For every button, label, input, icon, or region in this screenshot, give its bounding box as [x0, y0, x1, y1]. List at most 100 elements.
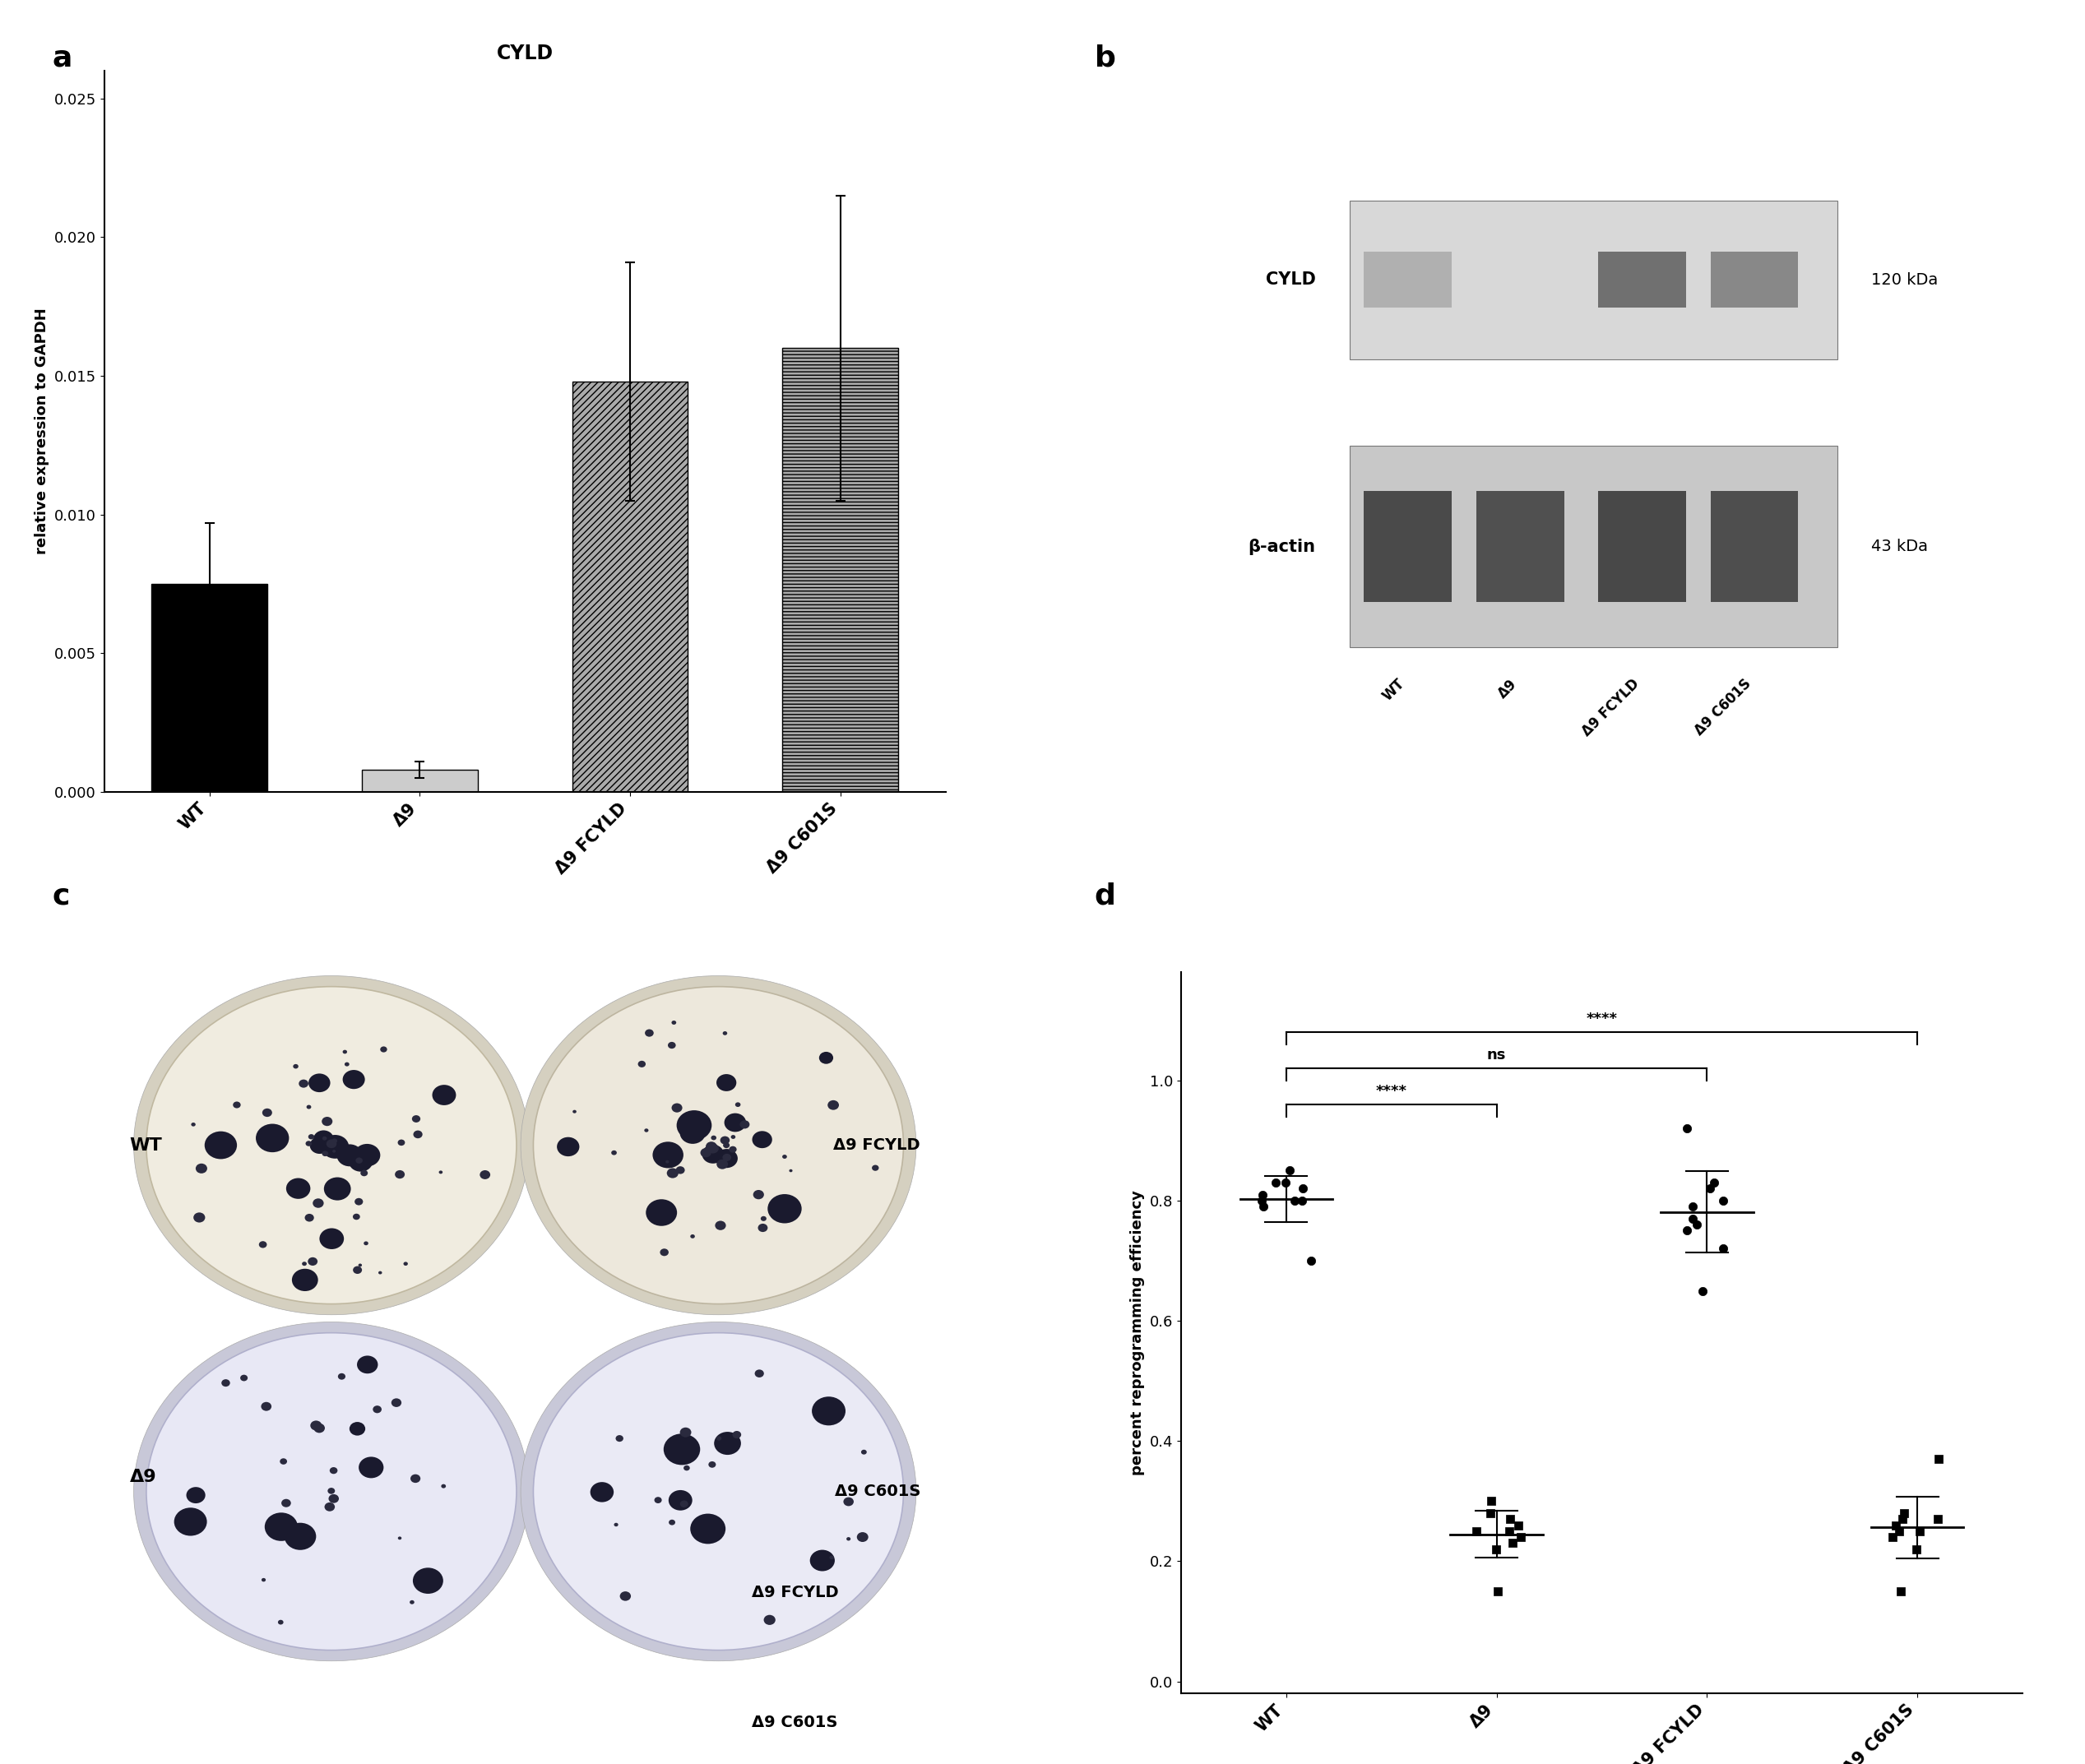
- Circle shape: [361, 1170, 367, 1177]
- Circle shape: [306, 1141, 313, 1147]
- Text: b: b: [1095, 44, 1115, 72]
- Circle shape: [363, 1242, 369, 1245]
- Point: [1876, 1522, 1910, 1551]
- Point: [1474, 1499, 1507, 1528]
- Circle shape: [819, 1051, 834, 1064]
- Circle shape: [646, 1200, 678, 1226]
- Circle shape: [755, 1369, 763, 1378]
- Point: [1284, 1187, 1318, 1215]
- Circle shape: [313, 1131, 334, 1148]
- Circle shape: [323, 1136, 327, 1140]
- Circle shape: [284, 1522, 317, 1551]
- Point: [1879, 1512, 1912, 1540]
- Point: [1286, 1175, 1320, 1203]
- Circle shape: [761, 1215, 767, 1221]
- Circle shape: [313, 1424, 325, 1432]
- Circle shape: [309, 1134, 315, 1140]
- Text: β-actin: β-actin: [1249, 538, 1316, 556]
- Text: Δ9 FCYLD: Δ9 FCYLD: [1578, 676, 1643, 739]
- Point: [1676, 1205, 1710, 1233]
- Circle shape: [292, 1268, 319, 1291]
- Point: [1670, 1115, 1703, 1143]
- Circle shape: [302, 1261, 306, 1267]
- Circle shape: [186, 1487, 204, 1503]
- Circle shape: [133, 1321, 530, 1662]
- Circle shape: [352, 1214, 361, 1221]
- Text: Δ9 C601S: Δ9 C601S: [1693, 676, 1753, 739]
- Circle shape: [717, 1159, 728, 1170]
- Circle shape: [379, 1046, 388, 1053]
- Text: Δ9 C601S: Δ9 C601S: [834, 1484, 919, 1499]
- Bar: [1710, 252, 1799, 307]
- Circle shape: [680, 1427, 692, 1438]
- Circle shape: [717, 1074, 736, 1092]
- Point: [1259, 1168, 1293, 1196]
- Circle shape: [872, 1164, 878, 1171]
- Circle shape: [392, 1399, 402, 1408]
- Circle shape: [338, 1372, 346, 1379]
- Circle shape: [861, 1450, 867, 1455]
- Text: Δ9 FCYLD: Δ9 FCYLD: [753, 1584, 838, 1600]
- Point: [1687, 1277, 1720, 1305]
- Circle shape: [261, 1402, 271, 1411]
- Circle shape: [325, 1503, 336, 1512]
- Circle shape: [192, 1122, 196, 1127]
- Circle shape: [344, 1062, 350, 1065]
- Circle shape: [723, 1113, 746, 1132]
- Point: [1887, 1505, 1920, 1533]
- Bar: [1599, 252, 1687, 307]
- Circle shape: [234, 1101, 240, 1108]
- Circle shape: [663, 1434, 701, 1464]
- Circle shape: [753, 1131, 771, 1148]
- Point: [1676, 1192, 1710, 1221]
- Circle shape: [442, 1484, 446, 1489]
- Circle shape: [327, 1140, 336, 1148]
- Point: [1245, 1187, 1278, 1215]
- Circle shape: [342, 1050, 346, 1053]
- Circle shape: [321, 1134, 348, 1159]
- Circle shape: [398, 1536, 402, 1540]
- Circle shape: [338, 1145, 363, 1166]
- Circle shape: [173, 1508, 206, 1536]
- Circle shape: [196, 1164, 206, 1173]
- Circle shape: [709, 1461, 715, 1468]
- Circle shape: [717, 1436, 721, 1441]
- Point: [1495, 1529, 1528, 1558]
- Circle shape: [811, 1397, 847, 1425]
- Circle shape: [354, 1198, 363, 1205]
- Point: [1474, 1487, 1507, 1515]
- Point: [1904, 1517, 1937, 1545]
- Text: ns: ns: [1487, 1048, 1505, 1062]
- Circle shape: [573, 1110, 575, 1113]
- Point: [1278, 1187, 1311, 1215]
- Circle shape: [557, 1138, 580, 1157]
- Circle shape: [703, 1145, 723, 1164]
- Circle shape: [715, 1221, 726, 1230]
- Circle shape: [313, 1198, 323, 1208]
- Circle shape: [359, 1457, 384, 1478]
- Circle shape: [615, 1436, 623, 1441]
- Point: [1493, 1505, 1526, 1533]
- Circle shape: [323, 1177, 350, 1200]
- Point: [1295, 1247, 1328, 1275]
- Point: [1708, 1235, 1741, 1263]
- Circle shape: [309, 1074, 329, 1092]
- Circle shape: [286, 1178, 311, 1200]
- Circle shape: [590, 1482, 613, 1503]
- Circle shape: [661, 1249, 669, 1256]
- Circle shape: [402, 1261, 409, 1265]
- Circle shape: [723, 1154, 732, 1161]
- Bar: [1349, 201, 1837, 360]
- Circle shape: [357, 1357, 377, 1374]
- Circle shape: [719, 1136, 730, 1145]
- Circle shape: [438, 1171, 442, 1173]
- Circle shape: [711, 1136, 717, 1140]
- Circle shape: [409, 1600, 415, 1603]
- Circle shape: [842, 1498, 853, 1506]
- Circle shape: [713, 1432, 740, 1455]
- Circle shape: [279, 1459, 288, 1464]
- Point: [1480, 1535, 1514, 1563]
- Circle shape: [411, 1475, 421, 1484]
- Circle shape: [304, 1214, 315, 1222]
- Y-axis label: relative expression to GAPDH: relative expression to GAPDH: [35, 309, 50, 554]
